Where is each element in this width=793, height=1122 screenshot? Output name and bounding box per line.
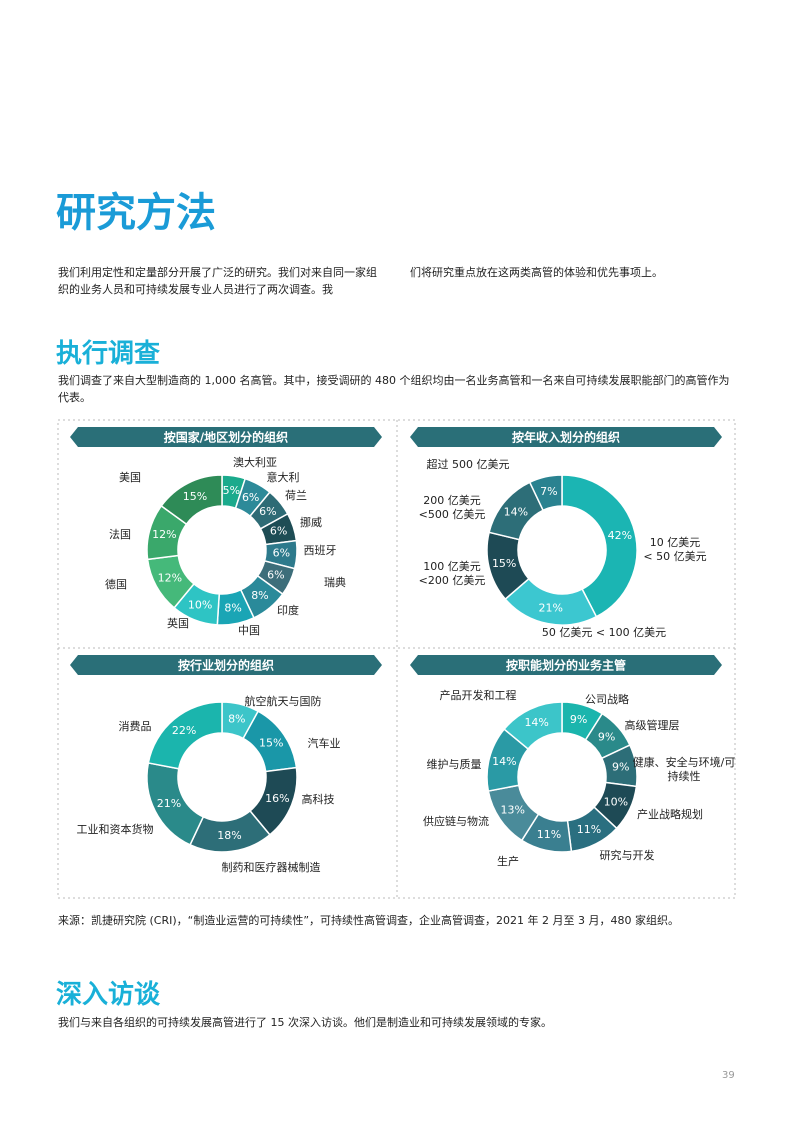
- category-label: 意大利: [266, 471, 300, 484]
- value-label: 12%: [158, 572, 182, 585]
- category-label: 航空航天与国防: [244, 695, 322, 708]
- paragraph: 我们与来自各组织的可持续发展高管进行了 15 次深入访谈。他们是制造业和可持续发…: [58, 1016, 552, 1029]
- value-label: 7%: [540, 485, 557, 498]
- category-label: 高级管理层: [624, 719, 680, 732]
- category-label: 100 亿美元 <200 亿美元: [418, 560, 486, 587]
- category-label: 挪威: [300, 516, 322, 529]
- paragraph: 我们调查了来自大型制造商的 1,000 名高管。其中，接受调研的 480 个组织…: [58, 374, 730, 404]
- value-label: 9%: [598, 731, 615, 744]
- chart-title: 按年收入划分的组织: [512, 430, 620, 445]
- chart-banner: [410, 427, 722, 447]
- category-label: 美国: [119, 471, 141, 484]
- category-label: 瑞典: [324, 576, 346, 589]
- donut-segment: [561, 474, 638, 618]
- value-label: 18%: [217, 829, 241, 842]
- category-label: 消费品: [118, 720, 152, 733]
- chart-title: 按国家/地区划分的组织: [164, 430, 288, 445]
- category-label: 汽车业: [307, 737, 341, 750]
- value-label: 13%: [501, 803, 525, 816]
- category-label: 供应链与物流: [423, 815, 489, 828]
- chart-title: 按职能划分的业务主管: [506, 658, 626, 673]
- value-label: 8%: [251, 589, 268, 602]
- section-heading: 执行调查: [56, 339, 161, 369]
- value-label: 21%: [539, 601, 563, 614]
- category-label: 法国: [109, 528, 131, 541]
- value-label: 8%: [224, 601, 241, 614]
- category-label: 产品开发和工程: [439, 689, 517, 702]
- donut-segment: [147, 701, 223, 770]
- value-label: 14%: [504, 505, 528, 518]
- value-label: 15%: [183, 490, 207, 503]
- value-label: 15%: [492, 557, 516, 570]
- value-label: 12%: [152, 528, 176, 541]
- value-label: 11%: [537, 828, 561, 841]
- category-label: 德国: [105, 578, 127, 591]
- category-label: 公司战略: [585, 693, 629, 706]
- section-heading: 深入访谈: [56, 980, 161, 1010]
- chart-title: 按行业划分的组织: [178, 658, 274, 673]
- category-label: 产业战略规划: [637, 808, 703, 821]
- chart-banner: [70, 427, 382, 447]
- value-label: 6%: [273, 547, 290, 560]
- value-label: 6%: [270, 525, 287, 538]
- category-label: 超过 500 亿美元: [426, 458, 510, 471]
- category-label: 西班牙: [303, 544, 337, 557]
- category-label: 荷兰: [285, 489, 307, 502]
- value-label: 42%: [608, 529, 632, 542]
- category-label: 研究与开发: [599, 849, 655, 862]
- value-label: 9%: [570, 713, 587, 726]
- chart-frame: [57, 419, 736, 899]
- source-note: 来源：凯捷研究院 (CRI)，“制造业运营的可持续性”，可持续性高管调查，企业高…: [58, 914, 680, 927]
- value-label: 16%: [265, 792, 289, 805]
- page-number: 39: [722, 1070, 735, 1081]
- category-label: 英国: [167, 617, 189, 630]
- value-label: 6%: [242, 491, 259, 504]
- category-label: 印度: [277, 604, 299, 617]
- value-label: 10%: [604, 795, 628, 808]
- intro-right: 们将研究重点放在这两类高管的体验和优先事项上。: [410, 266, 663, 279]
- value-label: 9%: [612, 761, 629, 774]
- chart-banner: [410, 655, 722, 675]
- value-label: 15%: [259, 737, 283, 750]
- value-label: 6%: [267, 568, 284, 581]
- donut-segment: [528, 474, 563, 512]
- value-label: 14%: [524, 716, 548, 729]
- donut-segment: [503, 701, 563, 751]
- category-label: 澳大利亚: [233, 456, 277, 469]
- value-label: 5%: [223, 484, 240, 497]
- value-label: 14%: [492, 755, 516, 768]
- category-label: 健康、安全与环境/可持续性: [632, 756, 736, 783]
- chart-banner: [70, 655, 382, 675]
- category-label: 中国: [238, 624, 260, 637]
- category-label: 制药和医疗器械制造: [221, 861, 321, 874]
- category-label: 10 亿美元 < 50 亿美元: [643, 536, 707, 563]
- value-label: 8%: [228, 712, 245, 725]
- donut-segment: [160, 474, 223, 526]
- value-label: 6%: [259, 505, 276, 518]
- category-label: 50 亿美元 < 100 亿美元: [541, 626, 667, 639]
- page-title: 研究方法: [56, 190, 216, 236]
- intro-left: 我们利用定性和定量部分开展了广泛的研究。我们对来自同一家组织的业务人员和可持续发…: [58, 266, 377, 296]
- category-label: 高科技: [301, 793, 335, 806]
- category-label: 200 亿美元 <500 亿美元: [418, 494, 486, 521]
- category-label: 生产: [497, 855, 519, 868]
- category-label: 工业和资本货物: [76, 823, 154, 836]
- value-label: 21%: [157, 797, 181, 810]
- value-label: 11%: [577, 823, 601, 836]
- value-label: 22%: [172, 724, 196, 737]
- value-label: 10%: [188, 598, 212, 611]
- category-label: 维护与质量: [426, 758, 482, 771]
